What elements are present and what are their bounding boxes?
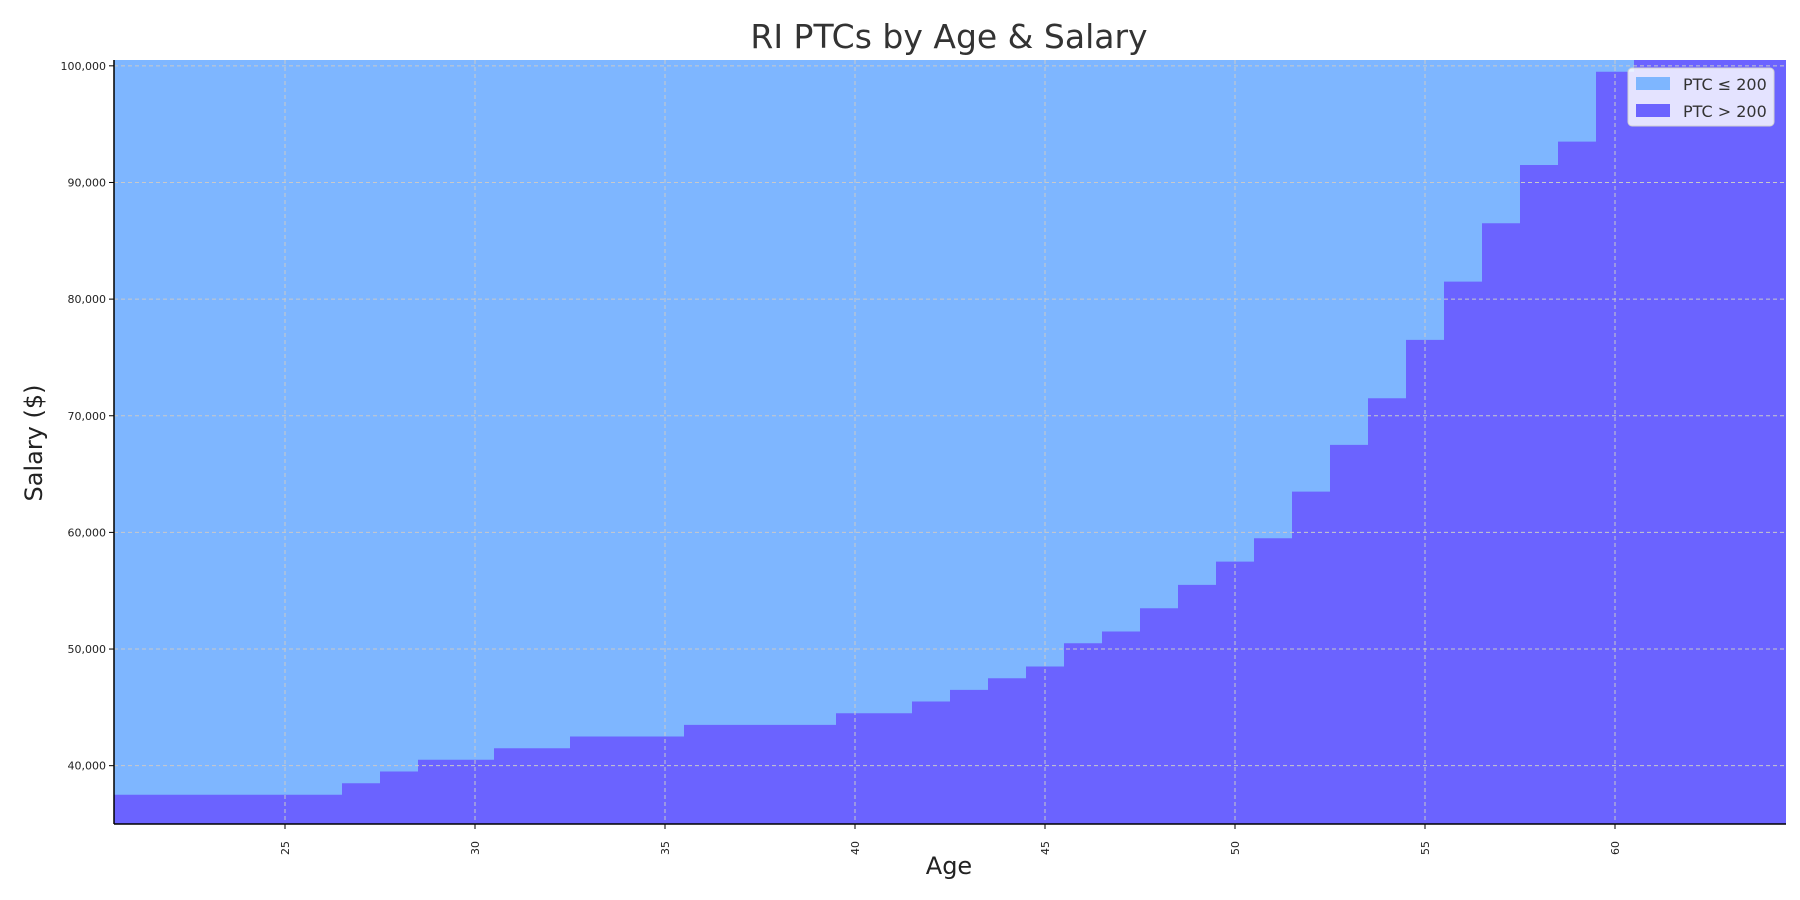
chart-title: RI PTCs by Age & Salary (750, 17, 1147, 56)
y-tick-label: 60,000 (68, 526, 107, 539)
region-ptc-high (114, 60, 1786, 824)
x-tick-label: 30 (469, 841, 482, 855)
y-tick-label: 50,000 (68, 643, 107, 656)
axes (113, 60, 1786, 825)
x-axis-label: Age (926, 852, 972, 880)
grid-lines (114, 60, 1786, 824)
x-tick-label: 25 (279, 841, 292, 855)
y-tick-label: 70,000 (68, 410, 107, 423)
x-tick-label: 35 (659, 841, 672, 855)
y-tick-label: 40,000 (68, 760, 107, 773)
legend-swatch-low (1636, 77, 1670, 90)
y-tick-label: 90,000 (68, 176, 107, 189)
x-tick-label: 40 (849, 841, 862, 855)
legend-label-low: PTC ≤ 200 (1683, 75, 1767, 94)
x-tick-label: 50 (1229, 841, 1242, 855)
x-tick-label: 60 (1609, 841, 1622, 855)
y-tick-label: 100,000 (61, 60, 107, 73)
x-tick-label: 45 (1039, 841, 1052, 855)
x-axis-ticks: 25 30 35 40 45 50 55 60 (279, 824, 1622, 855)
legend: PTC ≤ 200 PTC > 200 (1627, 67, 1775, 127)
legend-swatch-high (1636, 104, 1670, 117)
y-axis-ticks: 40,000 50,000 60,000 70,000 80,000 90,000 100,… (61, 60, 114, 773)
y-axis-label: Salary ($) (20, 384, 48, 501)
plot-area (114, 60, 1786, 824)
x-tick-label: 55 (1419, 841, 1432, 855)
legend-label-high: PTC > 200 (1683, 102, 1767, 121)
y-tick-label: 80,000 (68, 293, 107, 306)
